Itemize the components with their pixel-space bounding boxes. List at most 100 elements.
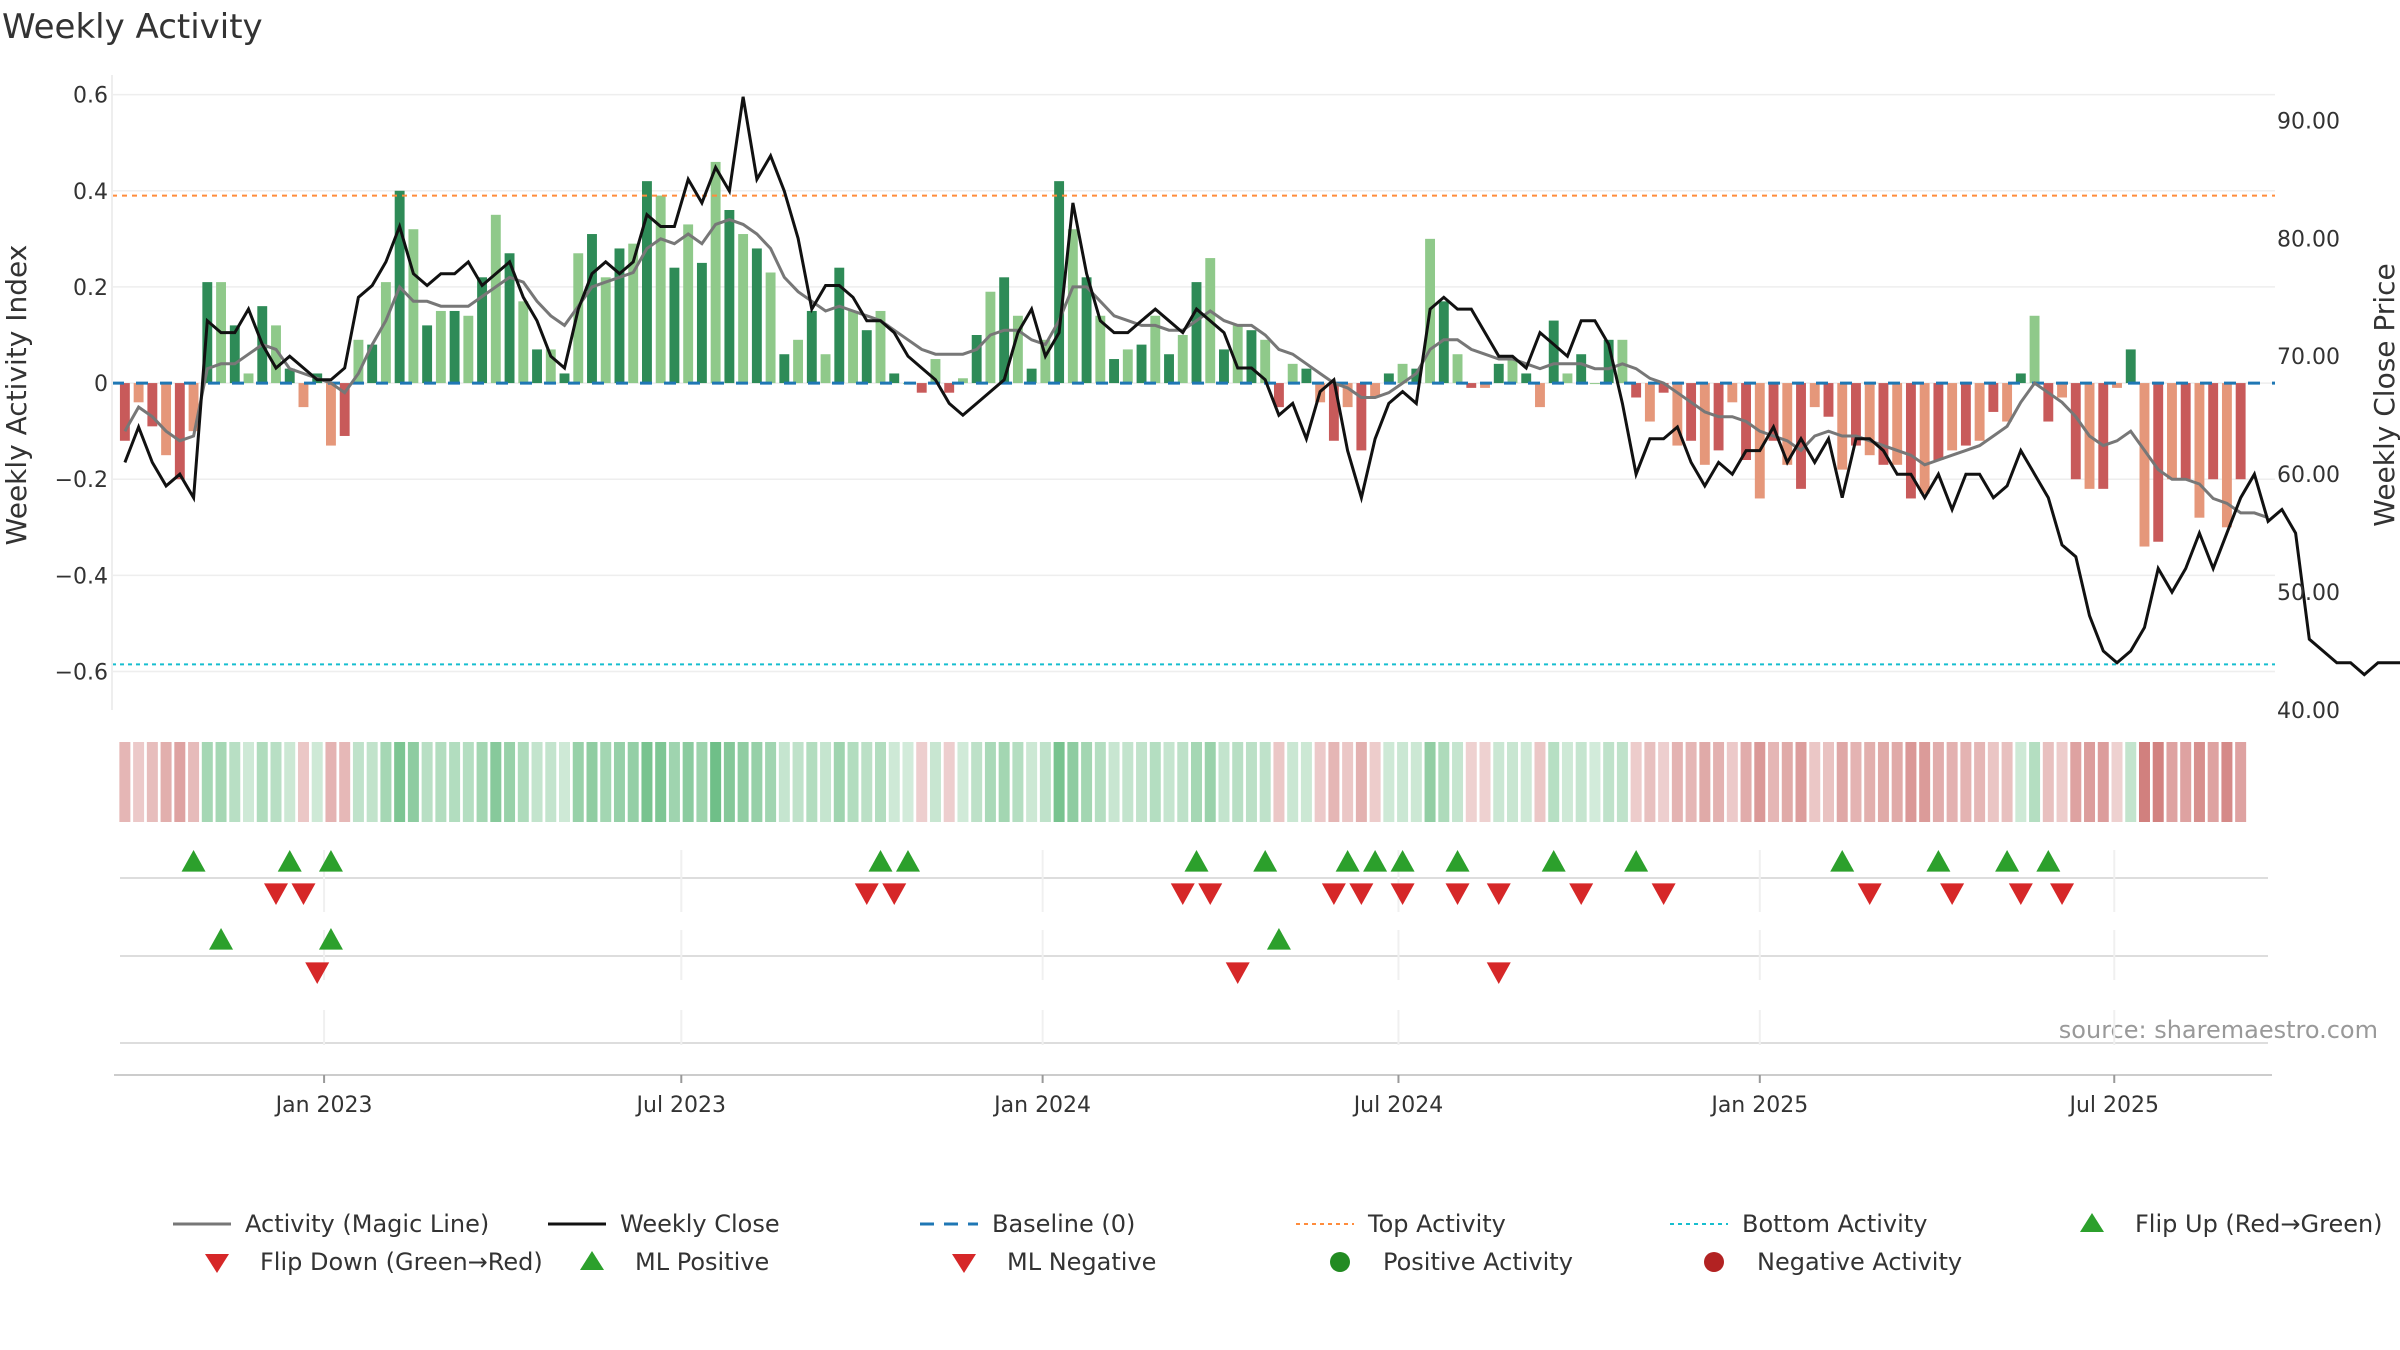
activity-bar xyxy=(326,383,336,446)
heat-cell xyxy=(2152,742,2164,822)
activity-bar xyxy=(188,383,199,432)
activity-bar xyxy=(229,325,240,384)
heat-cell xyxy=(2125,742,2137,822)
activity-bar xyxy=(1273,383,1284,408)
activity-bar xyxy=(1383,373,1394,384)
flip-up-marker xyxy=(1541,850,1566,872)
heat-cell xyxy=(1465,742,1477,822)
activity-bar xyxy=(1191,282,1202,384)
heat-cell xyxy=(284,742,296,822)
heat-cell xyxy=(696,742,708,822)
heat-cell xyxy=(270,742,282,822)
heat-cell xyxy=(806,742,818,822)
heat-cell xyxy=(668,742,680,822)
legend-label: ML Positive xyxy=(635,1248,769,1276)
heat-cell xyxy=(765,742,777,822)
heat-cell xyxy=(1369,742,1381,822)
flip-down-marker xyxy=(1198,883,1223,905)
legend-label: Baseline (0) xyxy=(992,1210,1135,1238)
heat-cell xyxy=(2042,742,2054,822)
activity-bar xyxy=(1864,383,1875,456)
heat-cell xyxy=(229,742,241,822)
heat-cell xyxy=(1795,742,1807,822)
flip-up-marker xyxy=(277,850,302,872)
activity-bar xyxy=(119,383,130,441)
activity-bar xyxy=(985,291,996,384)
heat-cell xyxy=(160,742,172,822)
heat-cell xyxy=(1822,742,1834,822)
activity-bar xyxy=(1081,277,1092,384)
legend-triangle-down-icon xyxy=(205,1254,229,1273)
heat-cell xyxy=(1273,742,1285,822)
heat-cell xyxy=(916,742,928,822)
activity-bar xyxy=(1452,354,1463,384)
heat-cell xyxy=(449,742,461,822)
heat-cell xyxy=(119,742,131,822)
activity-bar xyxy=(1576,354,1587,384)
activity-bar xyxy=(600,277,611,384)
heat-cell xyxy=(1204,742,1216,822)
activity-bar xyxy=(2002,383,2013,422)
lines xyxy=(112,96,2400,677)
heat-cell xyxy=(1946,742,1958,822)
ml-negative-marker xyxy=(305,962,330,984)
activity-bar xyxy=(848,310,858,384)
activity-bar xyxy=(518,301,529,384)
heat-cell xyxy=(201,742,213,822)
activity-bar xyxy=(133,383,144,403)
heat-cell xyxy=(421,742,433,822)
activity-bar xyxy=(1438,301,1449,384)
ml-positive-marker xyxy=(318,928,343,950)
activity-bar xyxy=(1617,339,1628,384)
heat-cell xyxy=(1122,742,1134,822)
legend-dot-red-icon xyxy=(1704,1252,1724,1272)
heat-cell xyxy=(1754,742,1766,822)
flip-down-marker xyxy=(291,883,316,905)
activity-bar xyxy=(1342,383,1353,408)
activity-bar xyxy=(1892,383,1903,465)
heat-cell xyxy=(2235,742,2247,822)
activity-bar xyxy=(2194,383,2205,518)
legend-label: Positive Activity xyxy=(1383,1248,1573,1276)
heat-cell xyxy=(1891,742,1903,822)
activity-bar xyxy=(1040,339,1051,384)
heat-cell xyxy=(1410,742,1422,822)
ml-negative-marker xyxy=(1225,962,1250,984)
activity-bar xyxy=(738,234,749,384)
activity-bar xyxy=(2043,383,2054,422)
activity-bar xyxy=(669,267,680,384)
chart-title: Weekly Activity xyxy=(2,7,263,47)
heat-cell xyxy=(1397,742,1409,822)
heat-cell xyxy=(833,742,845,822)
activity-bar xyxy=(861,330,872,384)
activity-bar xyxy=(793,339,804,384)
heat-cell xyxy=(407,742,419,822)
ml-positive-marker xyxy=(209,928,234,950)
activity-bar xyxy=(1480,383,1490,388)
heat-cell xyxy=(655,742,667,822)
heat-cell xyxy=(435,742,447,822)
heat-cell xyxy=(1575,742,1587,822)
activity-bar xyxy=(614,248,625,384)
activity-bar xyxy=(2070,383,2081,480)
activity-bar xyxy=(435,310,446,384)
heat-cell xyxy=(1383,742,1395,822)
flip-markers xyxy=(120,850,2268,1045)
heat-cell xyxy=(1342,742,1354,822)
activity-bar xyxy=(408,229,419,384)
magic-line xyxy=(123,218,2269,520)
activity-bar xyxy=(559,373,570,384)
activity-bar xyxy=(504,253,515,384)
heat-cell xyxy=(1713,742,1725,822)
activity-bar xyxy=(710,161,721,384)
activity-bar xyxy=(2221,383,2232,528)
activity-bar xyxy=(2153,383,2164,542)
heat-cell xyxy=(2138,742,2150,822)
heat-cell xyxy=(2029,742,2041,822)
activity-bar xyxy=(1919,383,1930,494)
y-tick-label: 0.4 xyxy=(73,180,108,205)
heat-cell xyxy=(256,742,268,822)
activity-bar xyxy=(243,373,254,384)
heat-cell xyxy=(1960,742,1972,822)
